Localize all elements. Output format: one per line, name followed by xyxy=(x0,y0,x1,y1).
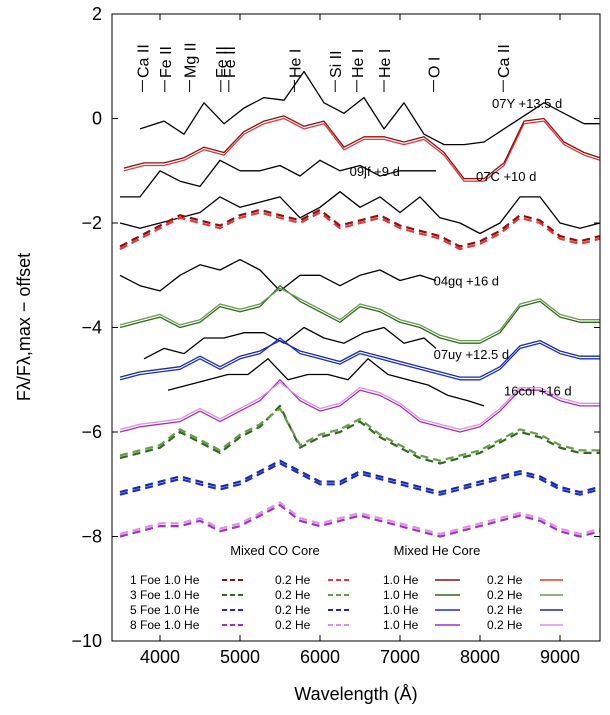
line-id-8: He I xyxy=(377,49,394,92)
line-id-label-5: He I xyxy=(287,49,304,78)
legend-header-co: Mixed CO Core xyxy=(230,543,320,558)
object-label-layer: 07Y +13.5 d 09jf +9 d 07C +10 d 04gq +16 d 0… xyxy=(350,96,572,398)
legend-row-label-3: 8 Foe 1.0 He xyxy=(130,618,200,632)
line-id-label-7: He I xyxy=(350,49,367,78)
series-line-18 xyxy=(119,462,601,496)
x-tick-label-1: 5000 xyxy=(220,647,260,667)
legend-row-he10-0: 1.0 He xyxy=(383,573,419,587)
series-line-19 xyxy=(119,459,601,494)
y-tick-label-0: 2 xyxy=(92,4,102,24)
series-line-11 xyxy=(119,337,600,381)
legend-row-he10-3: 1.0 He xyxy=(383,618,419,632)
line-id-9: O I xyxy=(427,57,444,92)
line-id-label-6: Si II xyxy=(328,50,345,78)
line-id-4: Fe II xyxy=(222,46,239,92)
line-id-label-4: Fe II xyxy=(222,46,239,78)
series-line-16 xyxy=(119,404,600,465)
legend-row-co02-2: 0.2 He xyxy=(275,603,311,617)
series-line-20 xyxy=(119,504,601,538)
line-id-label-3: Fe II xyxy=(214,46,231,78)
legend-row-he02-2: 0.2 He xyxy=(487,603,523,617)
y-axis-label: Fλ/Fλ,max − offset xyxy=(14,253,34,401)
series-line-2 xyxy=(123,115,601,180)
series-line-15 xyxy=(119,381,600,431)
series-line-7 xyxy=(119,258,437,292)
line-id-label-10: Ca II xyxy=(496,44,513,78)
series-line-1 xyxy=(123,117,601,182)
line-id-2: Mg II xyxy=(183,42,200,92)
line-id-label-9: O I xyxy=(427,57,444,78)
object-label-0: 07Y +13.5 d xyxy=(492,96,562,111)
series-line-8 xyxy=(119,285,600,344)
legend-row-co02-3: 0.2 He xyxy=(275,618,311,632)
line-id-label-2: Mg II xyxy=(183,42,200,78)
legend-row-label-0: 1 Foe 1.0 He xyxy=(130,573,200,587)
line-id-1: Fe II xyxy=(158,46,175,92)
legend-row-he10-2: 1.0 He xyxy=(383,603,419,617)
legend-row-co02-0: 0.2 He xyxy=(275,573,311,587)
x-tick-label-5: 9000 xyxy=(540,647,580,667)
series-line-5 xyxy=(119,211,601,251)
series-line-10 xyxy=(143,326,437,360)
series-line-13 xyxy=(167,358,485,407)
x-tick-label-4: 8000 xyxy=(460,647,500,667)
object-label-4: 07uy +12.5 d xyxy=(434,347,510,362)
ticks-layer: 4000 5000 6000 7000 8000 9000 2 0 −2 −4 −6 −8 −10 xyxy=(71,4,600,667)
series-line-12 xyxy=(119,339,600,378)
series-line-21 xyxy=(119,501,601,536)
series-line-0 xyxy=(139,70,600,146)
series-line-4 xyxy=(119,191,601,235)
legend-row-he02-0: 0.2 He xyxy=(487,573,523,587)
legend-row-he02-1: 0.2 He xyxy=(487,588,523,602)
series-line-3 xyxy=(120,159,436,198)
object-label-5: 16coi +16 d xyxy=(504,383,572,398)
object-label-1: 09jf +9 d xyxy=(350,164,400,179)
y-tick-label-2: −2 xyxy=(81,213,102,233)
x-axis-label: Wavelength (Å) xyxy=(294,684,417,704)
legend-row-label-2: 5 Foe 1.0 He xyxy=(130,603,200,617)
line-id-3: Fe II xyxy=(214,46,231,92)
legend: Mixed CO Core Mixed He Core 1 Foe 1.0 He 0.… xyxy=(130,543,563,632)
line-id-label-8: He I xyxy=(377,49,394,78)
y-tick-label-1: 0 xyxy=(92,109,102,129)
x-tick-label-3: 7000 xyxy=(380,647,420,667)
line-id-10: Ca II xyxy=(496,44,513,92)
y-tick-label-5: −8 xyxy=(81,527,102,547)
y-tick-label-4: −6 xyxy=(81,422,102,442)
object-label-3: 04gq +16 d xyxy=(434,274,499,289)
line-id-6: Si II xyxy=(328,50,345,92)
series-line-17 xyxy=(119,407,600,462)
line-id-label-0: Ca II xyxy=(135,44,152,78)
y-tick-label-6: −10 xyxy=(71,631,102,651)
legend-row-co02-1: 0.2 He xyxy=(275,588,311,602)
legend-header-he: Mixed He Core xyxy=(394,543,481,558)
series-line-14 xyxy=(119,379,600,433)
line-id-label-1: Fe II xyxy=(158,46,175,78)
series-line-6 xyxy=(119,208,601,248)
y-tick-label-3: −4 xyxy=(81,318,102,338)
line-id-5: He I xyxy=(287,49,304,92)
object-label-2: 07C +10 d xyxy=(476,169,536,184)
series-layer xyxy=(119,70,601,538)
legend-row-he10-1: 1.0 He xyxy=(383,588,419,602)
line-id-7: He I xyxy=(350,49,367,92)
x-tick-label-0: 4000 xyxy=(140,647,180,667)
legend-row-label-1: 3 Foe 1.0 He xyxy=(130,588,200,602)
x-tick-label-2: 6000 xyxy=(300,647,340,667)
legend-row-he02-3: 0.2 He xyxy=(487,618,523,632)
series-line-9 xyxy=(119,287,600,342)
line-id-0: Ca II xyxy=(135,44,152,92)
